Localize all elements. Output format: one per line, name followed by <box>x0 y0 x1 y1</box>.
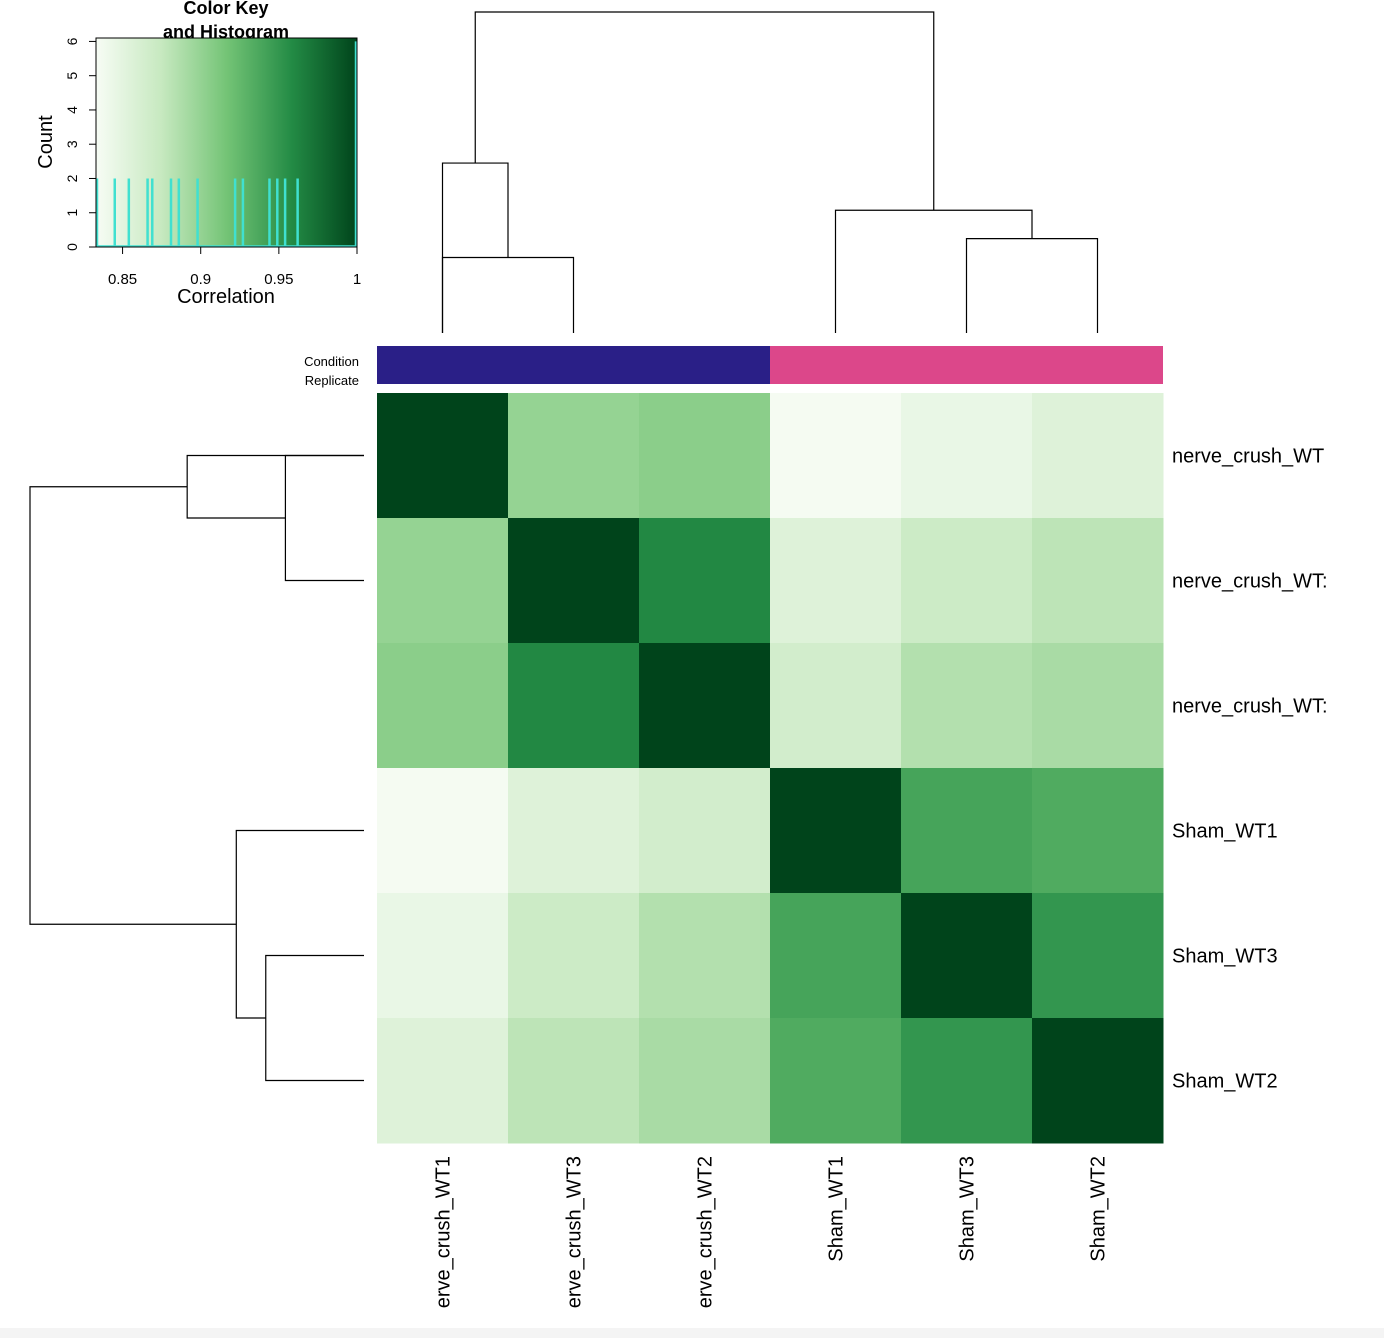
heatmap-cell <box>901 1018 1033 1144</box>
dendrogram-branch <box>235 829 364 1019</box>
heatmap-cell <box>508 893 640 1019</box>
color-key-title-line1: Color Key <box>183 0 268 18</box>
row-label: nerve_crush_WT: <box>1172 696 1328 718</box>
y-tick-label: 5 <box>64 72 80 80</box>
row-dendrogram <box>29 454 364 1082</box>
heatmap-cell <box>1032 643 1164 769</box>
y-tick-label: 3 <box>64 140 80 148</box>
heatmap-cell <box>901 893 1033 1019</box>
heatmap-cell <box>508 643 640 769</box>
column-dendrogram <box>441 11 1099 333</box>
dendrogram-branch <box>441 162 509 333</box>
column-label: Sham_WT1 <box>826 1156 848 1262</box>
heatmap-cell <box>377 893 509 1019</box>
column-label: Sham_WT3 <box>957 1156 979 1262</box>
heatmap-cell <box>377 1018 509 1144</box>
color-key-y-axis: 0 1 2 3 4 5 6 <box>64 37 97 251</box>
annotation-label-condition: Condition <box>304 354 359 369</box>
heatmap-cell <box>1032 768 1164 894</box>
column-label: erve_crush_WT2 <box>695 1156 717 1308</box>
dendrogram-branch <box>834 209 1033 333</box>
heatmap-cell <box>377 518 509 644</box>
heatmap-cell <box>1032 893 1164 1019</box>
heatmap-cell <box>639 1018 771 1144</box>
heatmap-cell <box>377 643 509 769</box>
column-label: erve_crush_WT3 <box>564 1156 586 1308</box>
y-tick-label: 1 <box>64 209 80 217</box>
x-tick-label: 1 <box>353 271 361 288</box>
heatmap-cell <box>1032 518 1164 644</box>
annotation-Sham-bar <box>770 346 1163 384</box>
row-label: Sham_WT1 <box>1172 821 1278 843</box>
heatmap-cells <box>377 393 1164 1144</box>
annotation-bar <box>377 346 1163 384</box>
heatmap-cell <box>901 768 1033 894</box>
heatmap-cell <box>508 518 640 644</box>
heatmap-cell <box>1032 1018 1164 1144</box>
annotation-label-replicate: Replicate <box>305 373 359 388</box>
dendrogram-branch <box>965 237 1099 333</box>
color-key-xlabel: Correlation <box>177 286 275 308</box>
heatmap-cell <box>639 893 771 1019</box>
heatmap-cell <box>639 518 771 644</box>
heatmap-cell <box>901 643 1033 769</box>
dendrogram-branch <box>284 454 364 582</box>
heatmap-cell <box>901 393 1033 519</box>
color-key: Color Key and Histogram 0.85 0.9 0.95 1 0 1 2… <box>35 0 361 308</box>
dendrogram-branch <box>474 11 935 211</box>
row-label: Sham_WT2 <box>1172 1071 1278 1093</box>
y-tick-label: 0 <box>64 243 80 251</box>
color-key-histogram <box>95 41 358 247</box>
heatmap-cell <box>770 1018 902 1144</box>
heatmap-cell <box>377 768 509 894</box>
heatmap-cell <box>770 768 902 894</box>
heatmap-cell <box>1032 393 1164 519</box>
color-key-x-axis: 0.85 0.9 0.95 1 <box>108 246 361 288</box>
column-label: erve_crush_WT1 <box>433 1156 455 1308</box>
y-tick-label: 2 <box>64 174 80 182</box>
heatmap-cell <box>901 518 1033 644</box>
row-label: nerve_crush_WT <box>1172 446 1324 468</box>
color-key-ylabel: Count <box>35 115 57 169</box>
column-labels: erve_crush_WT1 erve_crush_WT3 erve_crush_W… <box>433 1156 1110 1308</box>
heatmap-cell <box>508 1018 640 1144</box>
y-tick-label: 4 <box>64 106 80 114</box>
x-tick-label: 0.95 <box>264 271 293 288</box>
row-label: Sham_WT3 <box>1172 946 1278 968</box>
color-key-title-line2: and Histogram <box>163 22 289 42</box>
column-label: Sham_WT2 <box>1088 1156 1110 1262</box>
dendrogram-branch <box>441 256 575 333</box>
color-key-gradient <box>96 38 357 247</box>
heatmap-cell <box>770 518 902 644</box>
heatmap-cell <box>770 643 902 769</box>
x-tick-label: 0.9 <box>190 271 211 288</box>
dendrogram-branch <box>186 454 364 519</box>
annotation-nerve_crush-bar <box>377 346 770 384</box>
heatmap-cell <box>508 393 640 519</box>
heatmap-cell <box>770 393 902 519</box>
x-tick-label: 0.85 <box>108 271 137 288</box>
row-label: nerve_crush_WT: <box>1172 571 1328 593</box>
heatmap-cell <box>639 393 771 519</box>
heatmap-cell <box>508 768 640 894</box>
dendrogram-branch <box>29 486 237 925</box>
bottom-edge <box>0 1328 1384 1338</box>
heatmap-cell <box>639 768 771 894</box>
dendrogram-branch <box>265 954 364 1082</box>
row-labels: nerve_crush_WT nerve_crush_WT: nerve_crush… <box>1172 446 1328 1093</box>
y-tick-label: 6 <box>64 37 80 45</box>
heatmap-cell <box>770 893 902 1019</box>
heatmap-cell <box>639 643 771 769</box>
heatmap-cell <box>377 393 509 519</box>
